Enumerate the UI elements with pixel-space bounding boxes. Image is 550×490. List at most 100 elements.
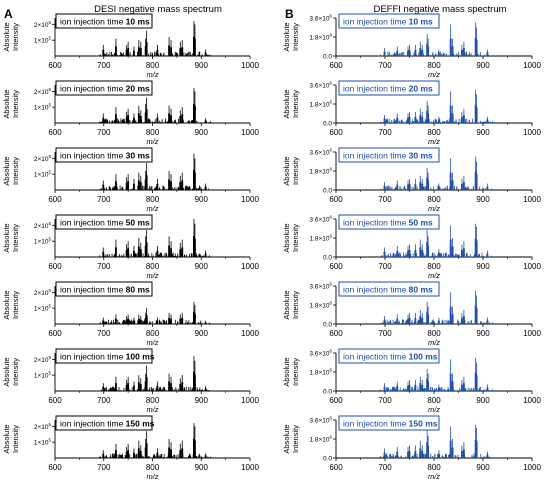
x-tick-label: 1000 <box>523 262 541 271</box>
x-tick-label: 900 <box>195 463 209 472</box>
y-axis-label: AbsoluteIntensity <box>282 357 300 386</box>
spectrum-trace <box>379 22 490 56</box>
x-tick-label: 900 <box>195 329 209 338</box>
spectrum-trace <box>99 153 211 190</box>
x-tick-label: 1000 <box>241 128 259 137</box>
injection-time-label-box <box>55 147 153 163</box>
panel-letter-a: A <box>4 7 13 21</box>
x-tick-label: 900 <box>195 61 209 70</box>
y-axis-label: AbsoluteIntensity <box>2 22 20 51</box>
y-tick-label: 1.8×106 <box>309 234 332 243</box>
spectrum-plot: 600 700 800 900 1000 m/z 1×105 2×105 AbsoluteInt… <box>2 147 259 213</box>
y-tick-label: 1×105 <box>34 36 52 45</box>
injection-time-label: ion injection time 50 ms <box>343 218 433 228</box>
y-tick-label: 1×105 <box>34 103 52 112</box>
x-tick-label: 900 <box>476 128 490 137</box>
x-tick-label: 700 <box>97 128 111 137</box>
injection-time-label-box <box>338 415 440 431</box>
injection-time-label: ion injection time 100 ms <box>60 352 155 362</box>
x-tick-label: 900 <box>476 61 490 70</box>
spectrum-plot: 600 700 800 900 1000 m/z 1×105 2×105 AbsoluteInt… <box>2 415 259 481</box>
y-tick-label: 2×105 <box>34 20 52 29</box>
injection-time-label-box <box>55 348 153 364</box>
x-tick-label: 600 <box>329 329 343 338</box>
x-tick-label: 900 <box>195 396 209 405</box>
x-tick-label: 1000 <box>241 463 259 472</box>
x-tick-label: 600 <box>48 463 62 472</box>
x-tick-label: 700 <box>378 262 392 271</box>
x-tick-label: 1000 <box>523 329 541 338</box>
x-axis-label: m/z <box>428 472 440 481</box>
injection-time-label: ion injection time 10 ms <box>60 17 150 27</box>
x-tick-label: 600 <box>329 61 343 70</box>
x-tick-label: 800 <box>427 262 441 271</box>
x-tick-label: 600 <box>329 463 343 472</box>
x-tick-label: 1000 <box>523 463 541 472</box>
x-tick-label: 900 <box>476 396 490 405</box>
panel-title-a: DESI negative mass spectrum <box>94 4 222 15</box>
x-axis-label: m/z <box>428 338 440 347</box>
spectrum-trace <box>98 301 211 324</box>
x-axis-label: m/z <box>428 405 440 414</box>
y-tick-label: 1×105 <box>34 371 52 380</box>
y-tick-label: 1.8×106 <box>309 167 332 176</box>
x-tick-label: 700 <box>97 463 111 472</box>
y-tick-label: 2×105 <box>34 154 52 163</box>
injection-time-label: ion injection time 80 ms <box>343 285 433 295</box>
x-tick-label: 700 <box>378 61 392 70</box>
x-tick-label: 800 <box>146 195 160 204</box>
y-tick-label: 3.6×106 <box>309 14 332 23</box>
y-axis-label: AbsoluteIntensity <box>2 223 20 252</box>
spectrum-plot: 600 700 800 900 1000 m/z 1×105 2×105 AbsoluteInt… <box>2 214 259 280</box>
y-axis-label: AbsoluteIntensity <box>282 290 300 319</box>
y-tick-label: 1.8×106 <box>309 33 332 42</box>
y-axis-label: AbsoluteIntensity <box>2 357 20 386</box>
spectrum-trace <box>379 223 492 257</box>
spectrum-plot: 600 700 800 900 1000 m/z 1×105 2×105 AbsoluteInt… <box>2 348 259 414</box>
spectrum-trace <box>379 156 493 190</box>
x-tick-label: 600 <box>329 396 343 405</box>
x-tick-label: 800 <box>427 463 441 472</box>
x-tick-label: 600 <box>329 195 343 204</box>
injection-time-label: ion injection time 150 ms <box>60 419 155 429</box>
x-axis-label: m/z <box>146 338 158 347</box>
x-tick-label: 700 <box>97 262 111 271</box>
injection-time-label: ion injection time 20 ms <box>343 84 433 94</box>
injection-time-label-box <box>338 147 440 163</box>
y-tick-label: 0.0 <box>323 255 332 262</box>
x-tick-label: 900 <box>476 463 490 472</box>
y-tick-label: 3.6×106 <box>309 282 332 291</box>
y-tick-label: 2×105 <box>34 221 52 230</box>
y-tick-label: 3.6×106 <box>309 349 332 358</box>
panel-letter-b: B <box>285 7 294 21</box>
spectrum-plot: 600 700 800 900 1000 m/z 1×105 2×105 AbsoluteInt… <box>2 281 259 347</box>
x-tick-label: 700 <box>378 128 392 137</box>
x-tick-label: 800 <box>427 329 441 338</box>
spectrum-trace <box>98 88 212 123</box>
y-axis-label: AbsoluteIntensity <box>282 156 300 185</box>
x-tick-label: 700 <box>97 329 111 338</box>
x-tick-label: 1000 <box>241 262 259 271</box>
x-tick-label: 700 <box>378 329 392 338</box>
injection-time-label-box <box>55 13 153 29</box>
x-tick-label: 1000 <box>241 195 259 204</box>
x-axis-label: m/z <box>146 405 158 414</box>
y-axis-label: AbsoluteIntensity <box>2 290 20 319</box>
x-tick-label: 900 <box>476 195 490 204</box>
y-axis-label: AbsoluteIntensity <box>282 424 300 453</box>
x-tick-label: 800 <box>146 329 160 338</box>
y-axis-label: AbsoluteIntensity <box>282 89 300 118</box>
x-tick-label: 1000 <box>523 128 541 137</box>
x-tick-label: 800 <box>146 463 160 472</box>
injection-time-label-box <box>338 214 440 230</box>
spectrum-plot: 600 700 800 900 1000 m/z 0.0 1.8×106 3.6×106 Abso… <box>282 348 541 414</box>
injection-time-label: ion injection time 50 ms <box>60 218 150 228</box>
x-tick-label: 600 <box>48 128 62 137</box>
y-tick-label: 1×105 <box>34 304 52 313</box>
spectrum-plot: 600 700 800 900 1000 m/z 0.0 1.8×106 3.6×106 Abso… <box>282 13 541 79</box>
y-tick-label: 1.8×106 <box>309 435 332 444</box>
y-tick-label: 0.0 <box>323 121 332 128</box>
spectrum-plot: 600 700 800 900 1000 m/z 1×105 2×105 AbsoluteInt… <box>2 13 259 79</box>
y-tick-label: 0.0 <box>323 322 332 329</box>
x-axis-label: m/z <box>428 271 440 280</box>
